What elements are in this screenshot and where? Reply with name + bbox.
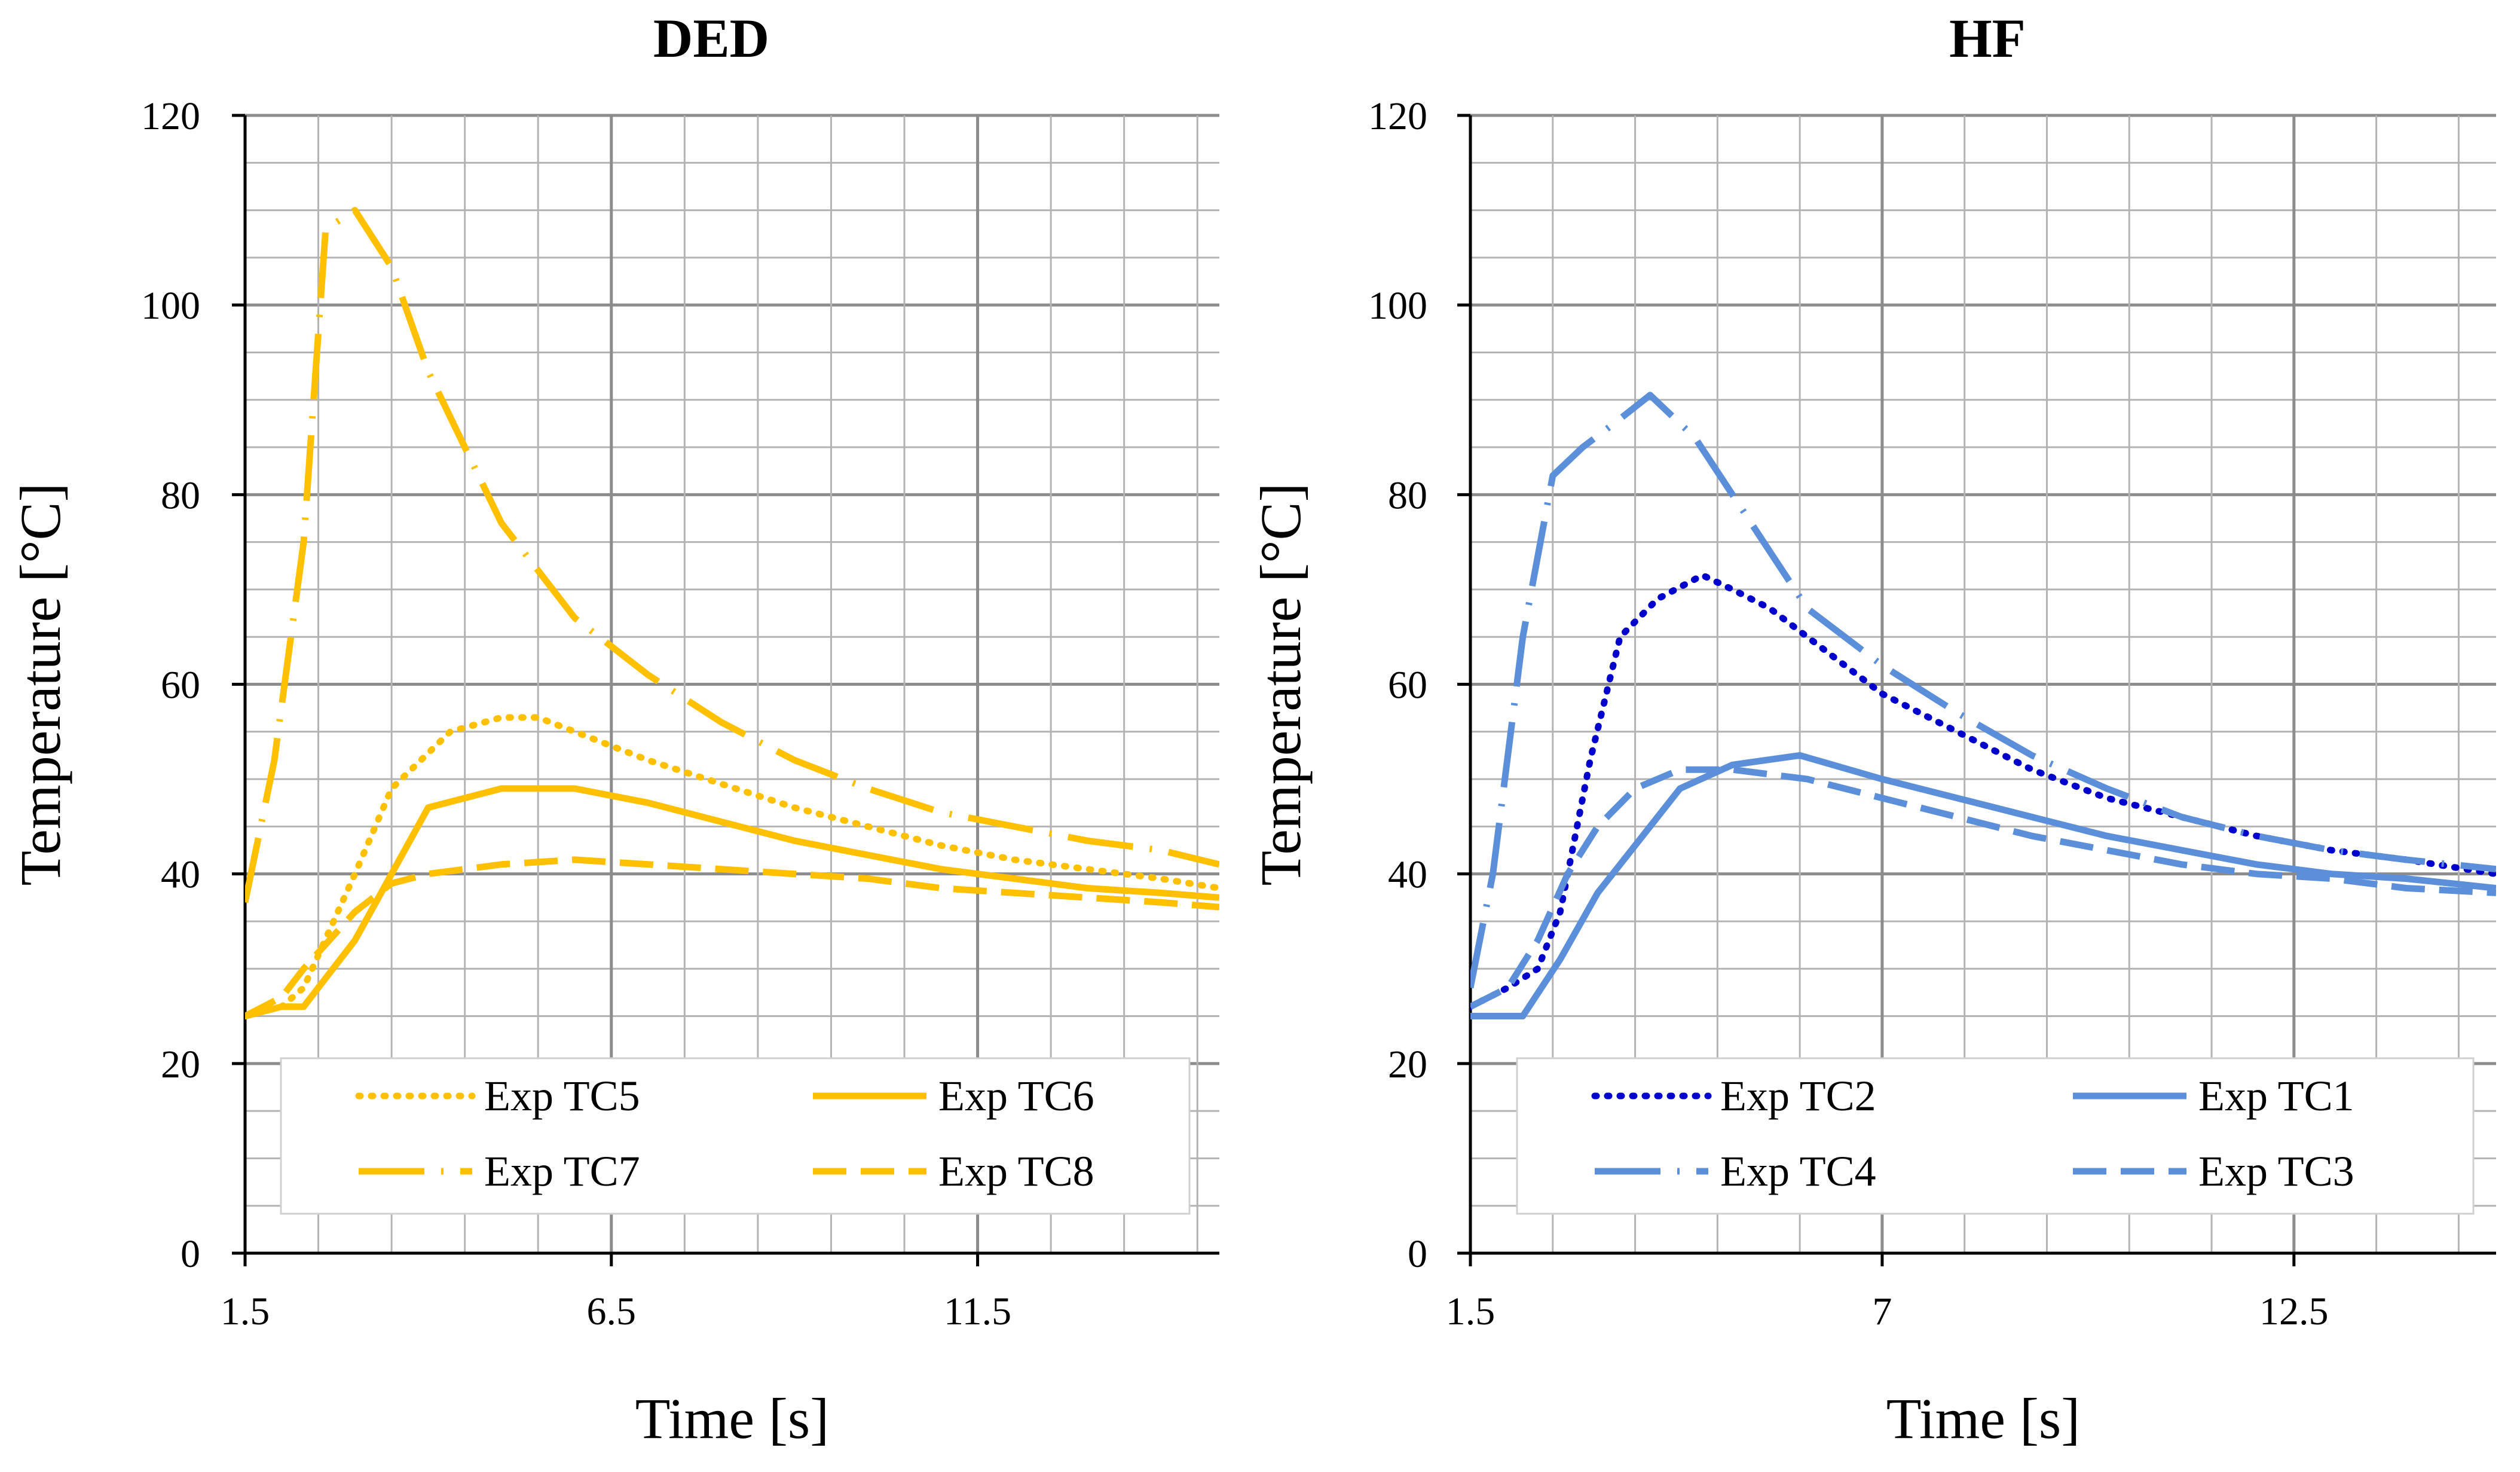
chart-panel-hf: 0 20 40 60 80 100 120 1.5 7 12.5 HF Time [s] Tempera… [1249,8,2496,1450]
chart-panel-ded: 0 20 40 60 80 100 120 1.5 6.5 11.5 DED Time [s] Temp… [8,8,1219,1450]
hf-x-axis-title: Time [s] [1886,1387,2081,1450]
hf-y-tick-label: 20 [1388,1043,1427,1086]
ded-x-axis-title: Time [s] [635,1387,830,1450]
hf-series-exp-tc2 [1470,572,2496,1010]
ded-y-tick-label: 120 [141,94,200,138]
ded-y-tick-label: 100 [141,284,200,328]
hf-legend: Exp TC2 Exp TC1 Exp TC4 Exp TC3 [1516,1057,2475,1215]
ded-legend: Exp TC5 Exp TC6 Exp TC7 Exp TC8 [280,1057,1191,1215]
ded-series-exp-tc6 [245,785,1219,1019]
ded-chart-title: DED [653,8,769,69]
hf-legend-label-exp-tc3: Exp TC3 [2198,1147,2354,1195]
hf-series-exp-tc1 [1470,752,2496,1019]
ded-y-axis-title: Temperature [°C] [8,482,72,885]
hf-legend-label-exp-tc1: Exp TC1 [2198,1072,2354,1120]
hf-x-tick-label: 1.5 [1446,1290,1496,1333]
ded-series-exp-tc7 [245,207,1219,903]
ded-y-tick-label: 20 [161,1043,200,1086]
ded-y-tick-label: 60 [161,664,200,707]
hf-legend-label-exp-tc2: Exp TC2 [1720,1072,1876,1120]
hf-y-tick-label: 0 [1408,1232,1427,1276]
ded-x-tick-label: 1.5 [221,1290,270,1333]
hf-legend-box [1516,1057,2475,1215]
ded-series-exp-tc5 [245,714,1219,1019]
hf-chart-title: HF [1949,8,2026,69]
hf-x-tick-label: 12.5 [2259,1290,2329,1333]
hf-y-tick-label: 60 [1388,664,1427,707]
hf-y-axis-title: Temperature [°C] [1249,482,1313,885]
hf-y-tick-label: 120 [1368,94,1427,138]
hf-legend-label-exp-tc4: Exp TC4 [1720,1147,1876,1195]
ded-legend-label-exp-tc8: Exp TC8 [938,1147,1094,1195]
ded-legend-label-exp-tc7: Exp TC7 [484,1147,640,1195]
hf-y-tick-label: 40 [1388,853,1427,897]
hf-series-exp-tc3 [1470,766,2496,1010]
ded-legend-label-exp-tc5: Exp TC5 [484,1072,640,1120]
ded-y-tick-label: 0 [181,1232,200,1276]
ded-series-exp-tc8 [245,856,1219,1019]
ded-legend-label-exp-tc6: Exp TC6 [938,1072,1094,1120]
hf-y-tick-label: 80 [1388,474,1427,517]
ded-y-tick-label: 80 [161,474,200,517]
ded-legend-box [280,1057,1191,1215]
ded-series-group [245,207,1219,1019]
hf-y-tick-label: 100 [1368,284,1427,328]
hf-series-group [1470,392,2496,1019]
hf-x-tick-label: 7 [1872,1290,1892,1333]
ded-x-tick-label: 11.5 [944,1290,1011,1333]
ded-y-tick-label: 40 [161,853,200,897]
ded-x-tick-label: 6.5 [587,1290,637,1333]
hf-series-exp-tc4 [1470,392,2496,989]
